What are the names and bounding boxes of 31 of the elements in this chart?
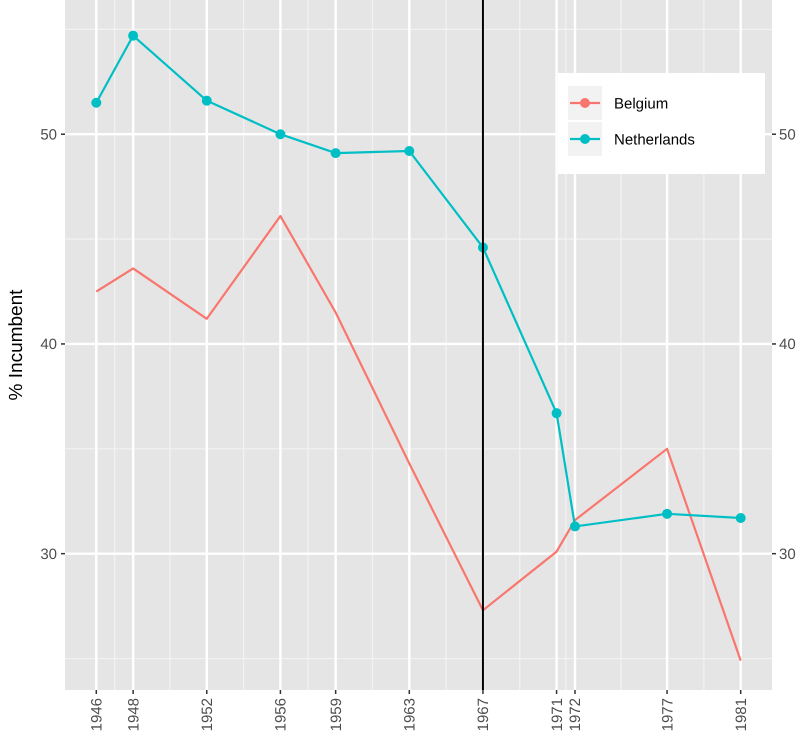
- x-tick-label: 1959: [328, 698, 345, 732]
- y2-tick-label: 40: [779, 336, 796, 354]
- point: [570, 521, 580, 532]
- x-tick-label: 1946: [88, 698, 106, 732]
- point: [330, 148, 341, 158]
- legend-label: Belgium: [614, 95, 668, 112]
- y-tick-label: 50: [40, 126, 57, 144]
- point: [202, 96, 212, 106]
- y-tick-label: 30: [40, 546, 57, 563]
- x-tick-label: 1948: [125, 698, 142, 732]
- point: [404, 146, 414, 156]
- point: [736, 513, 746, 524]
- legend-label: Netherlands: [614, 131, 695, 148]
- y-axis-title: % Incumbent: [6, 288, 27, 400]
- x-tick-label: 1963: [402, 698, 419, 732]
- point: [662, 508, 672, 519]
- point: [275, 129, 286, 140]
- x-tick-label: 1967: [475, 698, 492, 732]
- x-tick-label: 1952: [199, 698, 216, 732]
- y2-tick-label: 30: [779, 546, 796, 563]
- point: [128, 30, 138, 41]
- y-tick-label: 40: [40, 336, 57, 354]
- y2-tick-label: 50: [779, 126, 796, 144]
- x-tick-label: 1956: [272, 698, 290, 732]
- point: [552, 408, 562, 418]
- line-series: [95, 214, 742, 662]
- x-tick-label: 1971: [548, 698, 566, 732]
- x-tick-label: 1972: [567, 698, 584, 732]
- point: [91, 98, 102, 108]
- x-tick-label: 1977: [659, 698, 676, 732]
- x-tick-label: 1981: [732, 698, 750, 732]
